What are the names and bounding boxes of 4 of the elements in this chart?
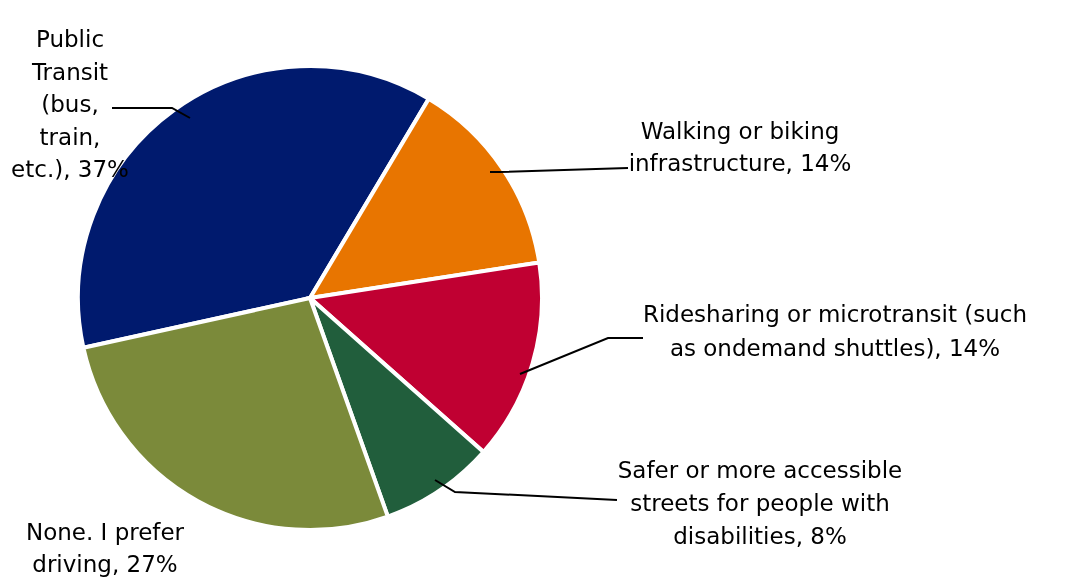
- slice-label: Ridesharing or microtransit (such as ondemand shuttles), 14%: [642, 301, 1028, 361]
- slice-label: Safer or more accessible streets for people with disabilities, 8%: [617, 457, 903, 549]
- slice-label: Walking or biking infrastructure, 14%: [628, 118, 852, 176]
- slice-label: None. I prefer driving, 27%: [25, 519, 185, 577]
